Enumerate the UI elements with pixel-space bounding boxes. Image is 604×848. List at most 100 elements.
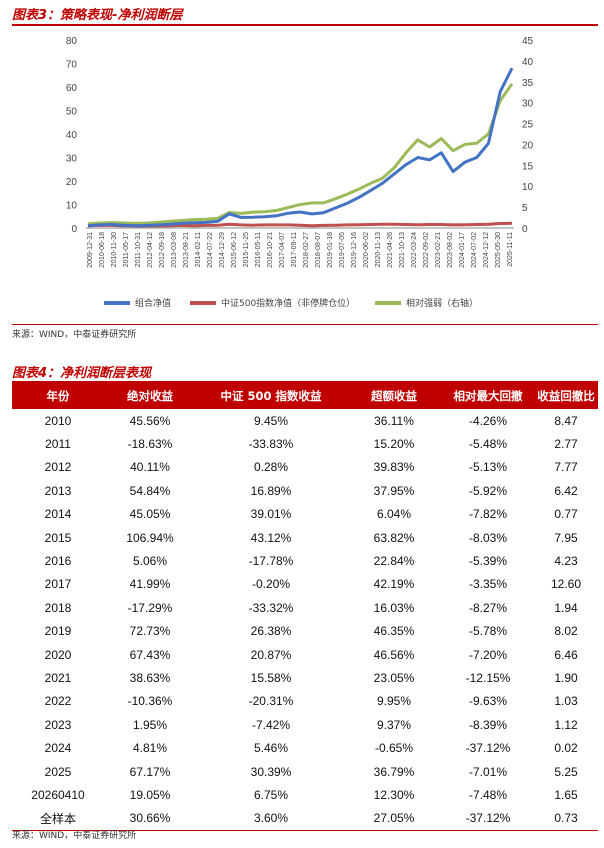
table-cell: 41.99% <box>129 577 171 592</box>
x-tick-label: 2022-03-24 <box>411 232 418 268</box>
x-tick-label: 2019-01-18 <box>327 232 334 268</box>
table-cell: 7.95 <box>554 530 578 545</box>
table-cell: 63.82% <box>373 530 415 545</box>
table-cell: 8.02 <box>554 624 578 639</box>
x-tick-label: 2021-04-26 <box>387 232 394 268</box>
table-cell: 26.38% <box>250 624 292 639</box>
table-cell: -5.92% <box>468 483 508 498</box>
table-cell: 30.39% <box>250 764 292 779</box>
table-cell: 20.87% <box>250 647 292 662</box>
x-tick-label: 2023-08-02 <box>447 232 454 268</box>
x-tick-label: 2014-12-29 <box>219 232 226 268</box>
table-cell: 7.77 <box>554 460 578 475</box>
table-cell: -7.48% <box>468 787 508 802</box>
table-cell: 2025 <box>44 764 72 779</box>
table-cell: 27.05% <box>346 806 442 831</box>
table-cell: 22.84% <box>373 554 415 569</box>
table-row: 2021 38.63% 15.58% 23.05% -12.15% 1.90 <box>12 666 598 689</box>
table-cell: -9.63% <box>468 694 508 709</box>
table-cell: 39.01% <box>250 507 292 522</box>
x-tick-label: 2022-09-02 <box>423 232 430 268</box>
table-row: 2019 72.73% 26.38% 46.35% -5.78% 8.02 <box>12 620 598 643</box>
x-tick-label: 2023-02-21 <box>435 232 442 268</box>
table-cell: 6.42 <box>554 483 578 498</box>
table-cell: 6.46 <box>554 647 578 662</box>
y-right-tick: 5 <box>522 203 528 214</box>
table-header-cell: 超额收益 <box>346 383 442 409</box>
figure3-source: 来源：WIND，中泰证券研究所 <box>12 330 137 340</box>
table-cell: 12.30% <box>373 787 415 802</box>
y-right-tick: 40 <box>522 57 534 68</box>
x-tick-label: 2020-11-13 <box>375 232 382 267</box>
x-tick-label: 2010-06-18 <box>99 232 106 268</box>
table-header-cell: 相对最大回撤 <box>442 383 534 409</box>
y-left-tick: 10 <box>66 201 78 212</box>
table-row: 2015 106.94% 43.12% 63.82% -8.03% 7.95 <box>12 526 598 549</box>
table-cell: 2012 <box>44 460 72 475</box>
table-cell: -7.20% <box>468 647 508 662</box>
table-row: 2024 4.81% 5.46% -0.65% -37.12% 0.02 <box>12 736 598 759</box>
y-right-tick: 20 <box>522 140 534 151</box>
table-cell: 9.95% <box>376 694 412 709</box>
table-cell: 36.79% <box>373 764 415 779</box>
table-cell: 8.47 <box>554 413 578 428</box>
y-left-tick: 70 <box>66 60 78 71</box>
table-cell: -5.13% <box>468 460 508 475</box>
table-cell: 15.20% <box>373 437 415 452</box>
x-tick-label: 2016-05-11 <box>255 232 262 267</box>
x-tick-label: 2011-10-31 <box>135 232 142 267</box>
table-cell: 2010 <box>44 413 72 428</box>
table-cell: -7.42% <box>251 717 291 732</box>
x-tick-label: 2017-09-11 <box>291 232 298 267</box>
table-cell: 2016 <box>44 554 72 569</box>
table-cell: 5.46% <box>253 741 289 756</box>
table-cell: 45.05% <box>129 507 171 522</box>
table-cell: 46.56% <box>373 647 415 662</box>
table-cell: 0.02 <box>554 741 578 756</box>
table-cell: -8.27% <box>468 600 508 615</box>
table-header-cell: 中证 500 指数收益 <box>196 383 346 409</box>
x-tick-label: 2024-01-17 <box>459 232 466 268</box>
table-cell: 6.04% <box>376 507 412 522</box>
x-tick-label: 2018-02-27 <box>303 232 310 268</box>
table-cell: 2015 <box>44 530 72 545</box>
x-tick-label: 2013-03-08 <box>171 232 178 268</box>
table-cell: 16.89% <box>250 483 292 498</box>
x-tick-label: 2017-04-07 <box>279 232 286 268</box>
table-row: 2025 67.17% 30.39% 36.79% -7.01% 5.25 <box>12 760 598 783</box>
x-tick-label: 2014-02-11 <box>195 232 202 267</box>
table-cell: 30.66% <box>104 806 196 831</box>
x-tick-label: 2019-12-16 <box>351 232 358 268</box>
table-cell: 45.56% <box>129 413 171 428</box>
table-header-cell: 年份 <box>12 383 104 409</box>
table-cell: 4.23 <box>554 554 578 569</box>
table-row: 2017 41.99% -0.20% 42.19% -3.35% 12.60 <box>12 573 598 596</box>
table-cell: -3.35% <box>468 577 508 592</box>
x-tick-label: 2015-11-25 <box>243 232 250 267</box>
y-left-tick: 30 <box>66 154 78 165</box>
table-cell: 16.03% <box>373 600 415 615</box>
x-tick-label: 2011-05-17 <box>123 232 130 267</box>
table-cell: 2017 <box>44 577 72 592</box>
table-row: 2010 45.56% 9.45% 36.11% -4.26% 8.47 <box>12 409 598 432</box>
table-row: 2018 -17.29% -33.32% 16.03% -8.27% 1.94 <box>12 596 598 619</box>
table-cell: -10.36% <box>127 694 173 709</box>
table-cell: 2023 <box>44 717 72 732</box>
table-row: 2023 1.95% -7.42% 9.37% -8.39% 1.12 <box>12 713 598 736</box>
table-cell: 2019 <box>44 624 72 639</box>
x-tick-label: 2016-10-21 <box>267 232 274 268</box>
table-cell: 2014 <box>44 507 72 522</box>
table-cell: 5.25 <box>554 764 578 779</box>
table-header-row: 年份 绝对收益 中证 500 指数收益 超额收益 相对最大回撤 收益回撤比 <box>12 383 598 409</box>
table-cell: 38.63% <box>129 670 171 685</box>
y-right-tick: 15 <box>522 161 534 172</box>
table-cell: -0.65% <box>374 741 414 756</box>
table-cell: 0.28% <box>253 460 289 475</box>
table-cell: 2.77 <box>554 437 578 452</box>
x-tick-label: 2013-08-21 <box>183 232 190 268</box>
table-cell: 39.83% <box>373 460 415 475</box>
x-tick-label: 2019-07-05 <box>339 232 346 268</box>
table-cell: 2011 <box>45 437 71 452</box>
table-cell: 1.65 <box>554 787 578 802</box>
